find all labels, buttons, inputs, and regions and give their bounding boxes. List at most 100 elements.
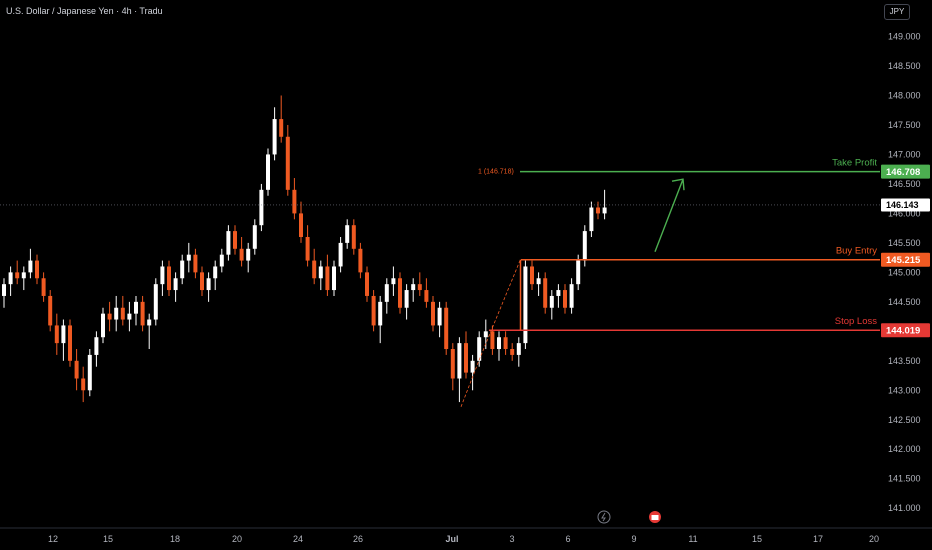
candle: [437, 301, 442, 338]
candle: [186, 242, 191, 273]
candle: [510, 343, 515, 361]
x-axis-ticks: 12 15 18 20 24 26 Jul 3 6 9 11 15 17 20: [48, 534, 879, 544]
svg-text:145.215: 145.215: [886, 255, 921, 266]
candle: [272, 107, 277, 161]
candle: [464, 331, 468, 379]
candle: [8, 266, 13, 296]
candle: [497, 331, 501, 361]
candle: [213, 260, 218, 291]
candle: [365, 266, 369, 302]
candle: [424, 278, 429, 308]
candle: [285, 124, 290, 196]
candle: [114, 295, 119, 332]
x-tick-label: 3: [509, 534, 514, 544]
candle: [312, 248, 317, 285]
candle: [596, 201, 600, 220]
level-price-tags: 146.708 145.215 144.019: [881, 164, 930, 338]
candle: [338, 236, 343, 273]
candle: [246, 242, 251, 273]
candle: [358, 242, 363, 279]
candle: [536, 272, 541, 296]
level-label: Stop Loss: [835, 316, 877, 327]
candle: [21, 266, 26, 291]
x-tick-label: Jul: [445, 534, 458, 544]
candle: [431, 295, 435, 332]
candle: [602, 189, 607, 220]
candle: [226, 225, 231, 261]
x-tick-label: 6: [565, 534, 570, 544]
x-tick-label: 24: [293, 534, 303, 544]
candle: [81, 366, 86, 403]
currency-button[interactable]: JPY: [884, 4, 910, 20]
x-tick-label: 20: [232, 534, 242, 544]
candle: [477, 331, 482, 367]
candle: [371, 290, 376, 332]
candle: [563, 284, 567, 314]
y-tick-label: 142.500: [888, 415, 921, 425]
candle: [556, 284, 561, 308]
y-tick-label: 141.000: [888, 503, 921, 513]
y-tick-label: 144.500: [888, 297, 921, 307]
candle: [167, 260, 171, 296]
y-tick-label: 147.500: [888, 120, 921, 130]
fib-label: 1 (146.718): [478, 169, 514, 176]
y-tick-label: 148.000: [888, 90, 921, 100]
candle: [470, 354, 475, 391]
candle: [160, 260, 165, 296]
candle: [523, 260, 528, 350]
level-label: Take Profit: [832, 158, 877, 169]
x-tick-label: 9: [631, 534, 636, 544]
candle: [318, 260, 323, 291]
candle: [351, 219, 356, 255]
candle: [543, 272, 548, 314]
candle: [120, 295, 125, 326]
y-tick-label: 142.000: [888, 444, 921, 454]
y-tick-label: 146.000: [888, 208, 921, 218]
candle: [345, 219, 350, 249]
lightning-icon[interactable]: [597, 510, 611, 524]
candle: [153, 278, 158, 326]
candle: [292, 178, 297, 220]
candle: [239, 236, 244, 267]
current-price-label: 146.143: [886, 200, 919, 210]
candle: [173, 272, 178, 302]
current-price-tag: 146.143: [881, 198, 930, 212]
x-tick-label: 18: [170, 534, 180, 544]
candles-group: [2, 95, 607, 403]
y-tick-label: 147.000: [888, 149, 921, 159]
y-tick-label: 149.000: [888, 32, 921, 42]
candle: [516, 337, 521, 367]
candle: [384, 278, 389, 314]
candle: [259, 183, 264, 232]
level-tag: 145.215: [881, 252, 930, 267]
x-tick-label: 26: [353, 534, 363, 544]
y-tick-label: 143.000: [888, 385, 921, 395]
candle: [180, 254, 185, 285]
y-tick-label: 148.500: [888, 61, 921, 71]
candle: [147, 313, 152, 350]
candle: [404, 284, 409, 320]
candle: [450, 343, 455, 391]
calendar-icon[interactable]: [649, 511, 661, 523]
candle: [127, 301, 132, 332]
x-tick-label: 15: [752, 534, 762, 544]
candle: [61, 319, 66, 361]
candle: [68, 319, 72, 367]
candle: [193, 248, 198, 279]
candle: [74, 349, 79, 391]
svg-text:144.019: 144.019: [886, 326, 920, 337]
candle: [325, 254, 330, 296]
fib-extension-line: [460, 260, 521, 407]
candle: [305, 225, 310, 267]
candle: [266, 148, 270, 196]
candle: [457, 337, 462, 403]
candle: [48, 290, 53, 332]
candle: [549, 290, 554, 320]
chart-title: U.S. Dollar / Japanese Yen · 4h · Tradu: [6, 6, 163, 16]
y-tick-label: 146.500: [888, 179, 921, 189]
candle: [107, 301, 112, 332]
candle: [589, 201, 594, 237]
levels-group: Take Profit Buy Entry Stop Loss: [489, 158, 880, 331]
candle: [378, 295, 383, 344]
